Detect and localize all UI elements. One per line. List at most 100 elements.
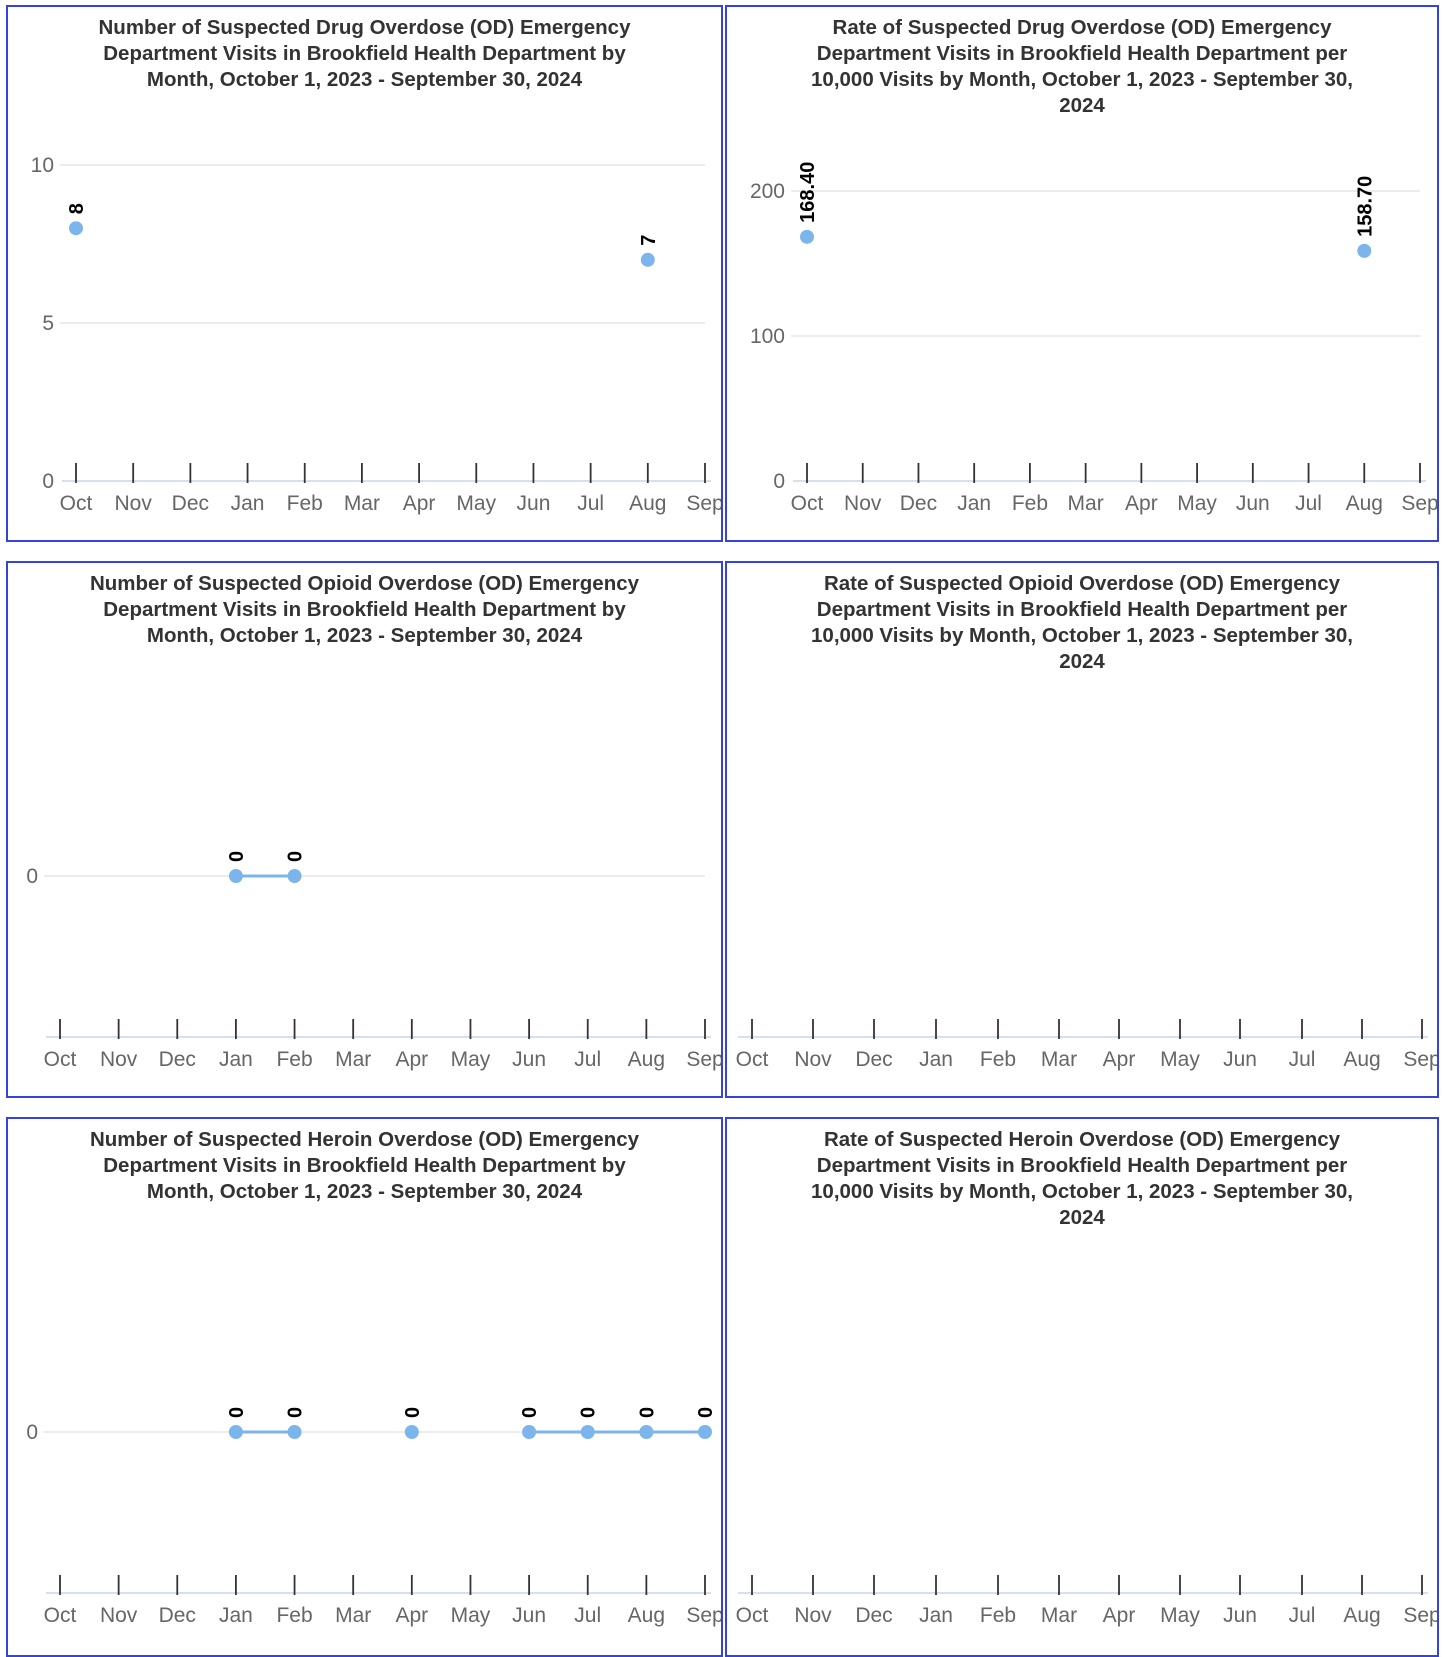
data-point xyxy=(228,869,243,883)
x-tick-label: Aug xyxy=(628,1048,665,1071)
x-tick-label: Dec xyxy=(900,492,937,515)
x-tick-label: Jun xyxy=(517,492,551,515)
x-tick-label: Sep xyxy=(1401,492,1437,515)
x-tick-label: Feb xyxy=(276,1048,312,1071)
x-tick-label: Jan xyxy=(919,1048,953,1071)
chart-title-line: Number of Suspected Drug Overdose (OD) E… xyxy=(99,16,632,39)
chart-title-line: 2024 xyxy=(1059,1206,1105,1229)
chart-svg: Number of Suspected Heroin Overdose (OD)… xyxy=(26,1128,721,1627)
x-tick-label: Jul xyxy=(1289,1604,1316,1627)
y-tick-label: 0 xyxy=(773,470,785,493)
chart-panel-opioid-count: Number of Suspected Opioid Overdose (OD)… xyxy=(6,561,723,1098)
x-tick-label: Aug xyxy=(628,1604,665,1627)
x-tick-label: Sep xyxy=(1403,1604,1437,1627)
x-tick-label: Apr xyxy=(1125,492,1158,515)
data-label: 7 xyxy=(638,235,660,246)
chart-svg: Rate of Suspected Opioid Overdose (OD) E… xyxy=(736,572,1437,1071)
data-point xyxy=(800,229,814,244)
chart-title-line: 10,000 Visits by Month, October 1, 2023 … xyxy=(811,68,1353,91)
chart-title-line: Month, October 1, 2023 - September 30, 2… xyxy=(147,68,583,91)
data-label: 8 xyxy=(66,203,88,214)
data-point xyxy=(287,1425,302,1439)
x-tick-label: Mar xyxy=(1068,492,1104,515)
x-tick-label: Aug xyxy=(1343,1048,1380,1071)
x-tick-label: Nov xyxy=(794,1604,832,1627)
x-tick-label: May xyxy=(1177,492,1217,515)
chart-title-line: Department Visits in Brookfield Health D… xyxy=(103,42,626,65)
x-tick-label: Sep xyxy=(686,492,721,515)
chart-title-line: Month, October 1, 2023 - September 30, 2… xyxy=(147,1180,583,1203)
y-tick-label: 200 xyxy=(750,180,785,203)
x-tick-label: Aug xyxy=(1346,492,1383,515)
data-label: 0 xyxy=(226,851,248,862)
x-tick-label: Mar xyxy=(335,1604,371,1627)
x-tick-label: Feb xyxy=(276,1604,312,1627)
x-tick-label: Oct xyxy=(60,492,93,515)
x-tick-label: Jul xyxy=(574,1048,601,1071)
data-label: 0 xyxy=(402,1407,424,1418)
x-tick-label: Nov xyxy=(844,492,882,515)
chart-svg: Number of Suspected Drug Overdose (OD) E… xyxy=(31,16,721,515)
data-label: 0 xyxy=(226,1407,248,1418)
x-tick-label: Oct xyxy=(44,1604,77,1627)
x-tick-label: Jun xyxy=(1223,1604,1257,1627)
chart-title-line: Department Visits in Brookfield Health D… xyxy=(817,1154,1347,1177)
data-point xyxy=(639,1425,654,1439)
data-label: 0 xyxy=(519,1407,541,1418)
x-tick-label: Dec xyxy=(159,1048,196,1071)
chart-panel-heroin-count: Number of Suspected Heroin Overdose (OD)… xyxy=(6,1117,723,1657)
x-tick-label: Jul xyxy=(577,492,604,515)
x-tick-label: Aug xyxy=(1343,1604,1380,1627)
chart-panel-drug-rate: Rate of Suspected Drug Overdose (OD) Eme… xyxy=(725,5,1439,542)
x-tick-label: Jun xyxy=(512,1048,546,1071)
x-tick-label: May xyxy=(1160,1048,1200,1071)
chart-title-line: Department Visits in Brookfield Health D… xyxy=(103,1154,626,1177)
chart-title-line: Month, October 1, 2023 - September 30, 2… xyxy=(147,624,583,647)
x-tick-label: May xyxy=(456,492,496,515)
x-tick-label: Jan xyxy=(957,492,991,515)
data-label: 168.40 xyxy=(797,162,819,223)
x-tick-label: Jun xyxy=(512,1604,546,1627)
chart-title-line: Department Visits in Brookfield Health D… xyxy=(817,42,1347,65)
chart-title-line: Number of Suspected Heroin Overdose (OD)… xyxy=(90,1128,640,1151)
data-point xyxy=(287,869,302,883)
x-tick-label: Feb xyxy=(980,1604,1016,1627)
x-tick-label: Sep xyxy=(686,1048,721,1071)
chart-title-line: Department Visits in Brookfield Health D… xyxy=(817,598,1347,621)
data-point xyxy=(1357,243,1372,258)
x-tick-label: Feb xyxy=(980,1048,1016,1071)
x-tick-label: Nov xyxy=(100,1048,138,1071)
data-point xyxy=(522,1425,537,1439)
x-tick-label: Feb xyxy=(1012,492,1048,515)
x-tick-label: Oct xyxy=(736,1604,769,1627)
x-tick-label: Jan xyxy=(219,1048,253,1071)
x-tick-label: Apr xyxy=(1103,1048,1136,1071)
x-tick-label: Jul xyxy=(1295,492,1322,515)
x-tick-label: Sep xyxy=(686,1604,721,1627)
x-tick-label: Mar xyxy=(1041,1604,1077,1627)
x-tick-label: Dec xyxy=(159,1604,196,1627)
x-tick-label: Feb xyxy=(287,492,323,515)
y-tick-label: 0 xyxy=(26,865,38,888)
data-point xyxy=(640,252,655,267)
x-tick-label: Dec xyxy=(172,492,209,515)
x-tick-label: May xyxy=(1160,1604,1200,1627)
data-point xyxy=(580,1425,595,1439)
chart-title-line: Rate of Suspected Heroin Overdose (OD) E… xyxy=(824,1128,1341,1151)
x-tick-label: Aug xyxy=(629,492,666,515)
x-tick-label: Mar xyxy=(1041,1048,1077,1071)
x-tick-label: Jun xyxy=(1223,1048,1257,1071)
x-tick-label: Jul xyxy=(574,1604,601,1627)
x-tick-label: Nov xyxy=(115,492,153,515)
x-tick-label: Dec xyxy=(855,1604,892,1627)
chart-title-line: 10,000 Visits by Month, October 1, 2023 … xyxy=(811,1180,1353,1203)
y-tick-label: 10 xyxy=(31,154,54,177)
x-tick-label: Mar xyxy=(335,1048,371,1071)
chart-svg: Rate of Suspected Heroin Overdose (OD) E… xyxy=(736,1128,1437,1627)
data-label: 0 xyxy=(285,851,307,862)
x-tick-label: Oct xyxy=(791,492,824,515)
chart-title-line: Department Visits in Brookfield Health D… xyxy=(103,598,626,621)
x-tick-label: Apr xyxy=(395,1048,428,1071)
chart-title-line: 10,000 Visits by Month, October 1, 2023 … xyxy=(811,624,1353,647)
data-label: 0 xyxy=(636,1407,658,1418)
